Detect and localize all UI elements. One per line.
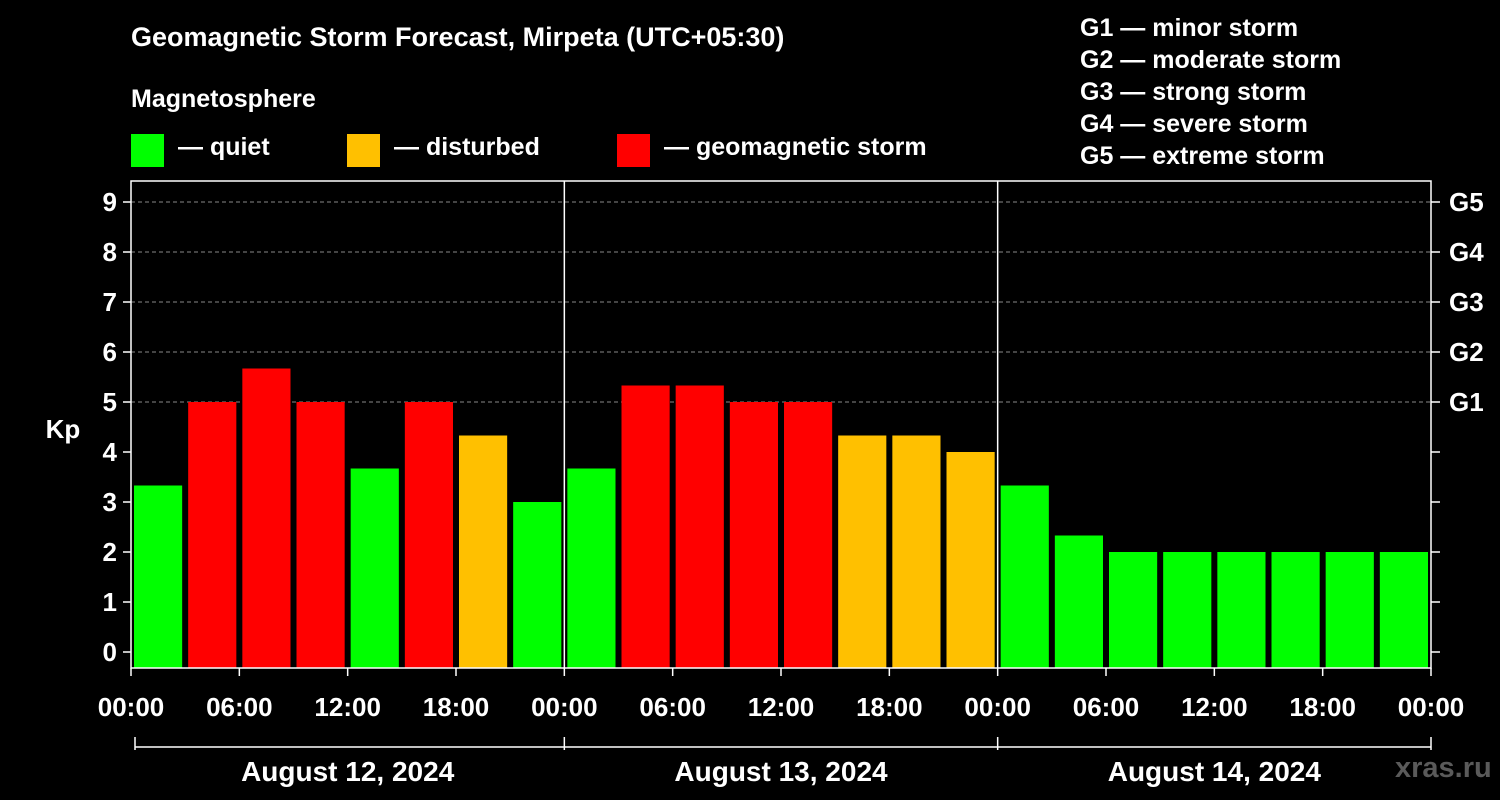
day-label: August 14, 2024 — [1108, 756, 1322, 787]
y-tick-label: 7 — [103, 287, 117, 317]
kp-bar — [567, 468, 616, 668]
legend-heading: Magnetosphere — [131, 85, 316, 113]
kp-bar — [1325, 552, 1374, 668]
kp-bar — [296, 402, 345, 668]
kp-bar — [459, 435, 508, 668]
kp-bar — [404, 402, 453, 668]
x-tick-label: 12:00 — [748, 692, 815, 722]
legend-item-storm: — geomagnetic storm — [617, 133, 927, 167]
x-tick-label: 00:00 — [964, 692, 1031, 722]
kp-bar — [784, 402, 833, 668]
x-tick-label: 18:00 — [423, 692, 490, 722]
bars-group — [134, 368, 1428, 668]
y-tick-label: 4 — [103, 437, 118, 467]
g-level-label: G5 — [1449, 187, 1484, 217]
kp-bar — [350, 468, 399, 668]
kp-bar — [1379, 552, 1428, 668]
x-tick-label: 06:00 — [1073, 692, 1140, 722]
y-tick-label: 1 — [103, 587, 117, 617]
kp-bar — [838, 435, 887, 668]
x-tick-label: 06:00 — [206, 692, 273, 722]
x-tick-label: 00:00 — [1398, 692, 1465, 722]
kp-bar — [675, 385, 724, 668]
g-level-label: G2 — [1449, 337, 1484, 367]
kp-bar — [242, 368, 291, 668]
x-tick-label: 18:00 — [1289, 692, 1356, 722]
kp-bar — [1217, 552, 1266, 668]
g-level-label: G1 — [1449, 387, 1484, 417]
y-axis-label: Kp — [46, 414, 81, 444]
y-tick-label: 3 — [103, 487, 117, 517]
chart-title: Geomagnetic Storm Forecast, Mirpeta (UTC… — [131, 22, 785, 52]
g-scale-g5: G5 — extreme storm — [1080, 142, 1325, 170]
g-scale-g1: G1 — minor storm — [1080, 14, 1299, 42]
kp-bar — [1000, 485, 1049, 668]
legend-item-disturbed: — disturbed — [347, 133, 540, 167]
y-tick-label: 8 — [103, 237, 117, 267]
day-label: August 13, 2024 — [674, 756, 888, 787]
kp-bar — [188, 402, 237, 668]
legend-swatch-disturbed — [347, 133, 380, 167]
x-tick-label: 06:00 — [639, 692, 706, 722]
x-tick-label: 00:00 — [98, 692, 165, 722]
x-tick-label: 00:00 — [531, 692, 598, 722]
watermark: xras.ru — [1395, 752, 1492, 784]
kp-bar — [946, 452, 995, 668]
kp-bar — [621, 385, 670, 668]
g-scale-g4: G4 — severe storm — [1080, 110, 1308, 138]
g-scale-legend: G1 — minor storm G2 — moderate storm G3 … — [1080, 12, 1341, 172]
g-level-label: G4 — [1449, 237, 1484, 267]
legend-label-disturbed: — disturbed — [394, 132, 540, 161]
kp-bar — [1271, 552, 1320, 668]
kp-bar — [1109, 552, 1158, 668]
legend-label-quiet: — quiet — [178, 132, 270, 161]
legend-label-storm: — geomagnetic storm — [664, 132, 927, 161]
legend-swatch-storm — [617, 133, 650, 167]
kp-bar — [1054, 535, 1103, 668]
y-tick-label: 5 — [103, 387, 117, 417]
x-tick-label: 12:00 — [314, 692, 381, 722]
x-tick-label: 12:00 — [1181, 692, 1248, 722]
y-tick-label: 0 — [103, 637, 117, 667]
y-tick-label: 9 — [103, 187, 117, 217]
y-tick-label: 6 — [103, 337, 117, 367]
kp-bar — [892, 435, 941, 668]
g-level-label: G3 — [1449, 287, 1484, 317]
g-scale-g2: G2 — moderate storm — [1080, 46, 1342, 74]
y-tick-label: 2 — [103, 537, 117, 567]
kp-bar — [1163, 552, 1212, 668]
day-label: August 12, 2024 — [241, 756, 455, 787]
kp-bar — [134, 485, 183, 668]
kp-bar — [513, 502, 562, 668]
legend-swatch-quiet — [131, 133, 164, 167]
g-scale-g3: G3 — strong storm — [1080, 78, 1307, 106]
x-tick-label: 18:00 — [856, 692, 923, 722]
legend-item-quiet: — quiet — [131, 133, 270, 167]
kp-bar — [729, 402, 778, 668]
